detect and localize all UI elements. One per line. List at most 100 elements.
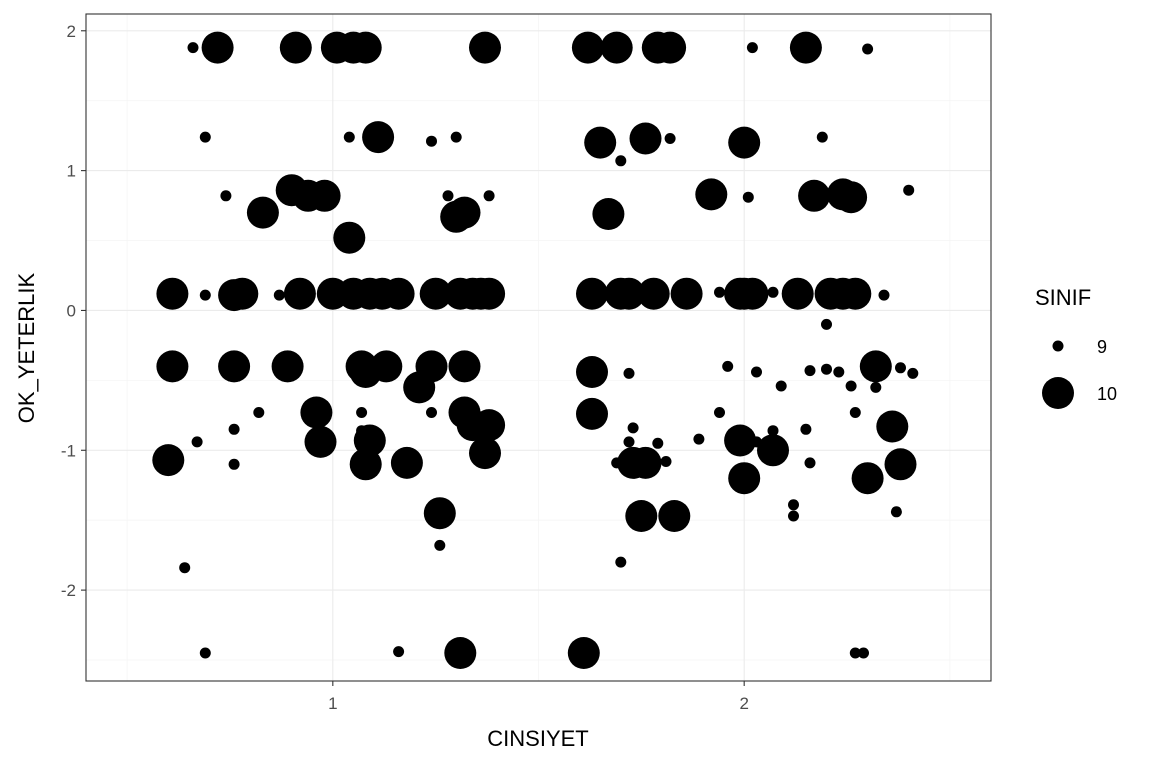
point-sinif-9	[858, 647, 869, 659]
point-sinif-9	[393, 646, 405, 658]
point-sinif-10	[349, 448, 382, 481]
point-sinif-9	[767, 286, 779, 298]
point-sinif-10	[670, 277, 703, 310]
legend-title: SINIF	[1035, 285, 1091, 310]
point-sinif-9	[450, 131, 462, 143]
x-tick-label: 1	[328, 694, 337, 713]
point-sinif-10	[637, 277, 670, 310]
point-sinif-10	[448, 350, 481, 383]
point-sinif-9	[788, 510, 799, 522]
point-sinif-9	[804, 365, 816, 377]
point-sinif-10	[728, 462, 761, 495]
point-sinif-10	[448, 196, 481, 229]
point-sinif-10	[444, 637, 477, 669]
point-sinif-9	[652, 437, 664, 449]
point-sinif-10	[226, 277, 259, 310]
x-axis-title: CINSIYET	[487, 726, 588, 751]
point-sinif-9	[623, 367, 635, 379]
point-sinif-9	[343, 131, 355, 143]
point-sinif-10	[798, 179, 831, 212]
point-sinif-10	[839, 277, 872, 310]
point-sinif-9	[228, 458, 240, 470]
point-sinif-9	[821, 363, 832, 375]
point-sinif-10	[156, 277, 189, 310]
point-sinif-10	[757, 434, 789, 467]
point-sinif-10	[382, 277, 415, 310]
point-sinif-10	[859, 350, 892, 383]
point-sinif-10	[333, 221, 366, 254]
point-sinif-10	[567, 637, 600, 669]
point-sinif-9	[434, 539, 446, 551]
point-sinif-9	[199, 289, 211, 301]
point-sinif-9	[849, 647, 861, 659]
point-sinif-9	[742, 191, 754, 203]
point-sinif-10	[423, 497, 456, 530]
point-sinif-9	[895, 362, 906, 374]
y-tick-label: -1	[61, 441, 76, 460]
point-sinif-9	[849, 407, 861, 418]
point-sinif-10	[629, 122, 662, 155]
point-sinif-10	[156, 350, 189, 383]
point-sinif-10	[300, 396, 333, 429]
point-sinif-10	[884, 448, 917, 481]
point-sinif-9	[179, 562, 191, 574]
point-sinif-10	[201, 31, 234, 64]
point-sinif-10	[789, 31, 822, 64]
legend-key-large	[1042, 377, 1074, 409]
point-sinif-10	[736, 277, 769, 310]
y-tick-label: 2	[67, 22, 76, 41]
point-sinif-9	[442, 190, 454, 202]
point-sinif-10	[781, 277, 814, 310]
point-sinif-10	[728, 126, 761, 159]
legend: SINIF 9 10	[1035, 285, 1117, 409]
point-sinif-10	[654, 31, 687, 64]
axes: -2 -1 0 1 2 1 2	[61, 22, 749, 713]
point-sinif-9	[714, 286, 725, 298]
point-sinif-9	[627, 422, 639, 434]
point-sinif-10	[419, 277, 452, 310]
point-sinif-9	[623, 436, 635, 448]
point-sinif-9	[800, 423, 812, 435]
point-sinif-9	[878, 289, 890, 301]
point-sinif-9	[228, 423, 240, 435]
point-sinif-10	[835, 181, 868, 214]
point-sinif-9	[746, 42, 758, 54]
point-sinif-9	[833, 366, 845, 378]
point-sinif-9	[615, 556, 627, 568]
point-sinif-9	[751, 366, 762, 378]
point-sinif-9	[804, 457, 816, 469]
point-sinif-9	[870, 381, 882, 393]
x-tick-label: 2	[739, 694, 748, 713]
point-sinif-9	[220, 190, 232, 202]
point-sinif-9	[483, 190, 495, 202]
point-sinif-9	[273, 289, 285, 301]
y-tick-label: 0	[67, 301, 76, 320]
point-sinif-9	[191, 436, 203, 448]
point-sinif-10	[469, 437, 501, 470]
point-sinif-10	[469, 31, 501, 64]
point-sinif-10	[473, 277, 506, 310]
point-sinif-10	[218, 350, 251, 383]
point-sinif-10	[576, 277, 608, 310]
grid-lines	[86, 14, 991, 681]
point-sinif-9	[426, 407, 437, 418]
point-sinif-9	[356, 407, 368, 418]
point-sinif-9	[615, 155, 627, 167]
legend-label-10: 10	[1097, 384, 1117, 404]
y-axis-title: OK_YETERLIK	[14, 272, 39, 423]
point-sinif-10	[473, 409, 506, 442]
point-sinif-10	[403, 371, 436, 404]
point-sinif-9	[199, 647, 211, 659]
point-sinif-9	[845, 380, 857, 392]
point-sinif-10	[613, 277, 645, 310]
point-sinif-10	[283, 277, 316, 310]
data-points	[152, 31, 919, 669]
point-sinif-10	[304, 425, 337, 458]
point-sinif-10	[390, 446, 423, 479]
point-sinif-9	[788, 499, 799, 511]
point-sinif-10	[658, 500, 691, 532]
point-sinif-9	[660, 456, 672, 467]
point-sinif-9	[199, 131, 211, 143]
